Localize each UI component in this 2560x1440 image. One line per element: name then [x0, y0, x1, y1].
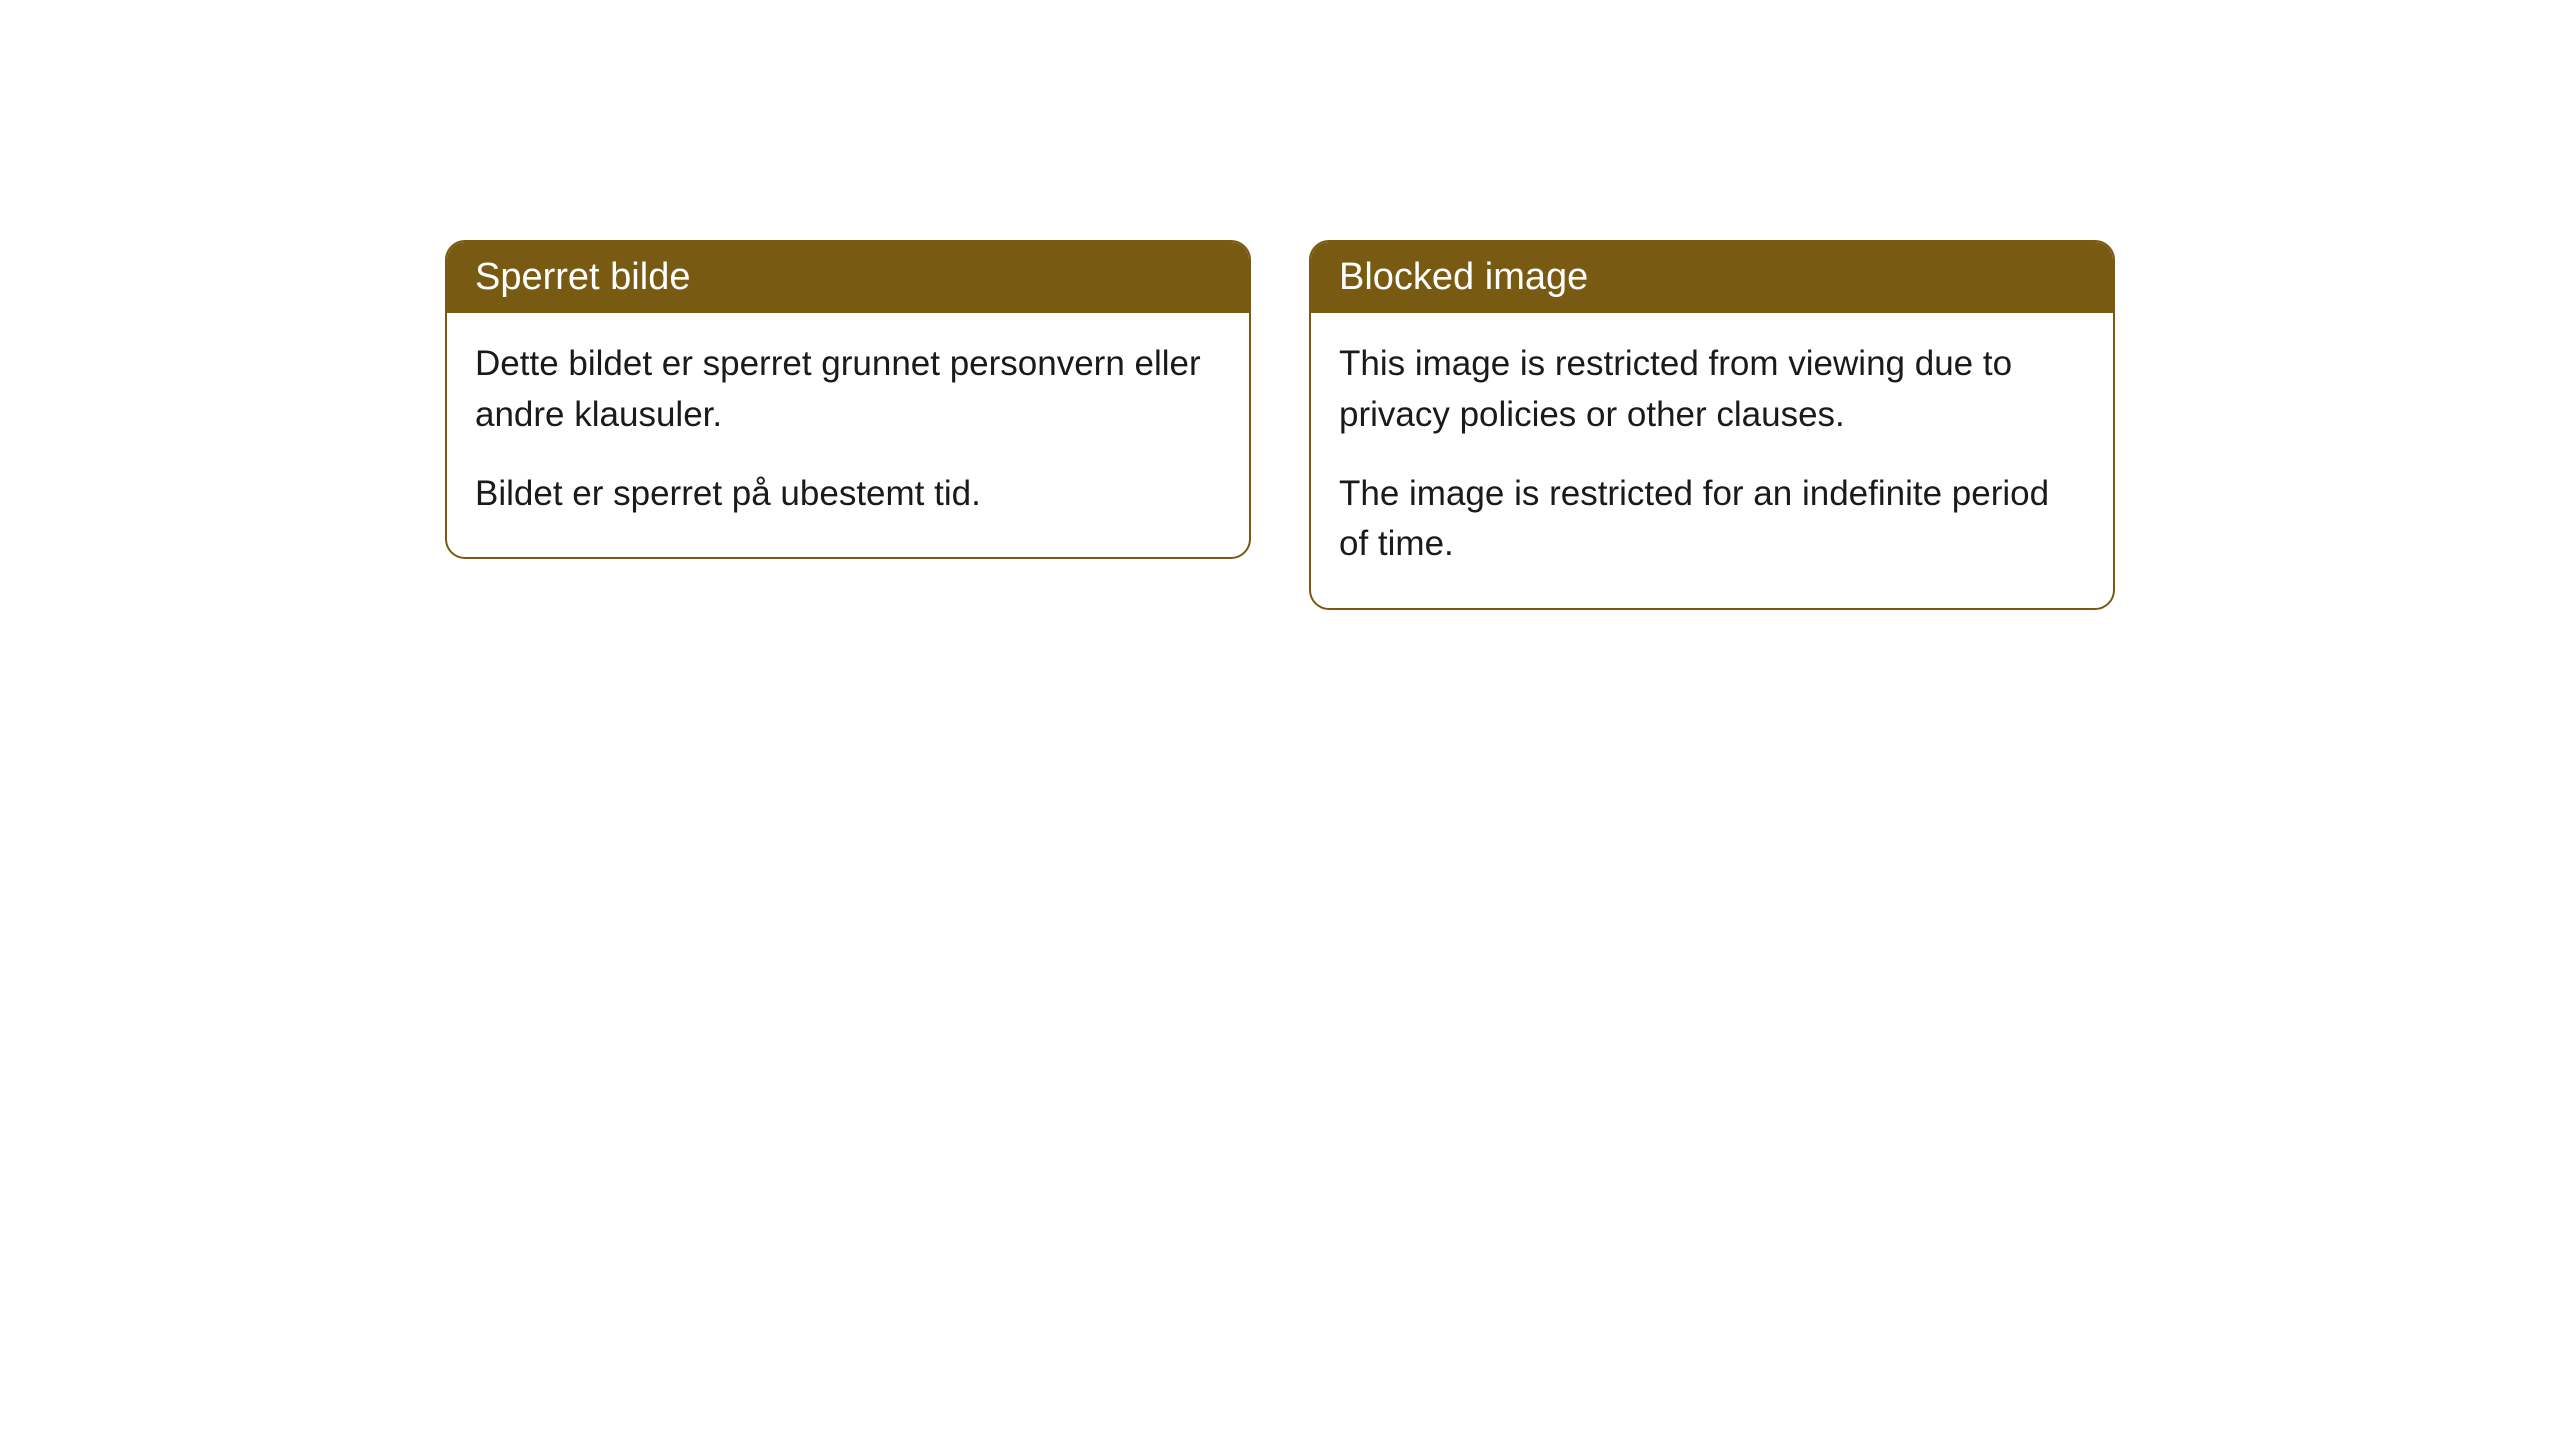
cards-container: Sperret bilde Dette bildet er sperret gr…	[445, 240, 2115, 1440]
card-body: Dette bildet er sperret grunnet personve…	[447, 313, 1249, 557]
card-header: Sperret bilde	[447, 242, 1249, 313]
card-header: Blocked image	[1311, 242, 2113, 313]
blocked-image-card-english: Blocked image This image is restricted f…	[1309, 240, 2115, 610]
card-title: Sperret bilde	[475, 256, 690, 298]
card-paragraph-1: This image is restricted from viewing du…	[1339, 339, 2085, 441]
card-body: This image is restricted from viewing du…	[1311, 313, 2113, 608]
card-paragraph-1: Dette bildet er sperret grunnet personve…	[475, 339, 1221, 441]
card-paragraph-2: Bildet er sperret på ubestemt tid.	[475, 469, 1221, 520]
card-paragraph-2: The image is restricted for an indefinit…	[1339, 469, 2085, 571]
blocked-image-card-norwegian: Sperret bilde Dette bildet er sperret gr…	[445, 240, 1251, 559]
card-title: Blocked image	[1339, 256, 1588, 298]
